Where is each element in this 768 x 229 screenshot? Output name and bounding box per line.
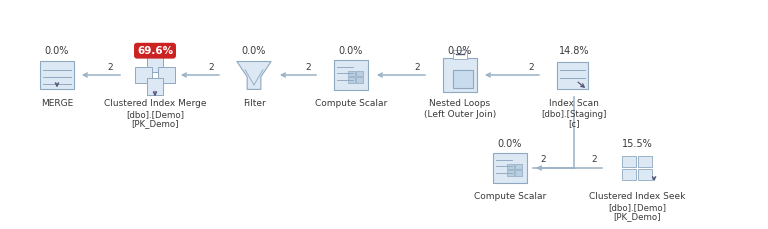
FancyBboxPatch shape <box>453 50 467 59</box>
FancyBboxPatch shape <box>348 77 355 83</box>
FancyBboxPatch shape <box>622 169 637 180</box>
FancyBboxPatch shape <box>147 78 164 95</box>
FancyBboxPatch shape <box>443 58 477 92</box>
Text: [PK_Demo]: [PK_Demo] <box>614 212 660 221</box>
FancyBboxPatch shape <box>622 156 637 167</box>
FancyBboxPatch shape <box>348 71 355 76</box>
Text: MERGE: MERGE <box>41 99 73 108</box>
Text: 2: 2 <box>414 63 420 71</box>
Text: 14.8%: 14.8% <box>559 46 589 56</box>
FancyBboxPatch shape <box>453 70 472 88</box>
FancyBboxPatch shape <box>515 164 521 169</box>
Text: 0.0%: 0.0% <box>45 46 69 56</box>
Text: Compute Scalar: Compute Scalar <box>474 192 546 201</box>
Text: Filter: Filter <box>243 99 266 108</box>
Text: Nested Loops
(Left Outer Join): Nested Loops (Left Outer Join) <box>424 99 496 119</box>
Text: 0.0%: 0.0% <box>242 46 266 56</box>
FancyBboxPatch shape <box>147 55 164 72</box>
FancyBboxPatch shape <box>493 153 527 183</box>
FancyBboxPatch shape <box>515 170 521 176</box>
FancyBboxPatch shape <box>637 156 652 167</box>
FancyBboxPatch shape <box>637 169 652 180</box>
Text: Clustered Index Merge: Clustered Index Merge <box>104 99 207 108</box>
Text: 2: 2 <box>528 63 534 71</box>
FancyBboxPatch shape <box>507 164 514 169</box>
Text: 2: 2 <box>305 63 311 71</box>
FancyBboxPatch shape <box>334 60 368 90</box>
Text: [dbo].[Staging]: [dbo].[Staging] <box>541 110 607 119</box>
Text: 69.6%: 69.6% <box>137 46 173 56</box>
Text: 0.0%: 0.0% <box>498 139 522 149</box>
FancyBboxPatch shape <box>135 67 152 83</box>
FancyBboxPatch shape <box>40 61 74 89</box>
FancyBboxPatch shape <box>158 67 175 83</box>
FancyBboxPatch shape <box>356 77 362 83</box>
Text: [dbo].[Demo]: [dbo].[Demo] <box>126 110 184 119</box>
Text: 0.0%: 0.0% <box>448 46 472 56</box>
FancyBboxPatch shape <box>356 71 362 76</box>
Text: 2: 2 <box>108 63 113 71</box>
Text: 2: 2 <box>540 155 546 164</box>
Text: [dbo].[Demo]: [dbo].[Demo] <box>608 203 666 212</box>
Text: 2: 2 <box>591 155 597 164</box>
Polygon shape <box>237 62 271 89</box>
Text: Index Scan: Index Scan <box>549 99 599 108</box>
Text: [PK_Demo]: [PK_Demo] <box>131 119 179 128</box>
Text: 2: 2 <box>208 63 214 71</box>
Text: [c]: [c] <box>568 119 580 128</box>
Text: 0.0%: 0.0% <box>339 46 363 56</box>
Text: Clustered Index Seek: Clustered Index Seek <box>589 192 685 201</box>
Text: Compute Scalar: Compute Scalar <box>315 99 387 108</box>
Text: 15.5%: 15.5% <box>621 139 652 149</box>
FancyBboxPatch shape <box>557 62 588 88</box>
FancyBboxPatch shape <box>507 170 514 176</box>
